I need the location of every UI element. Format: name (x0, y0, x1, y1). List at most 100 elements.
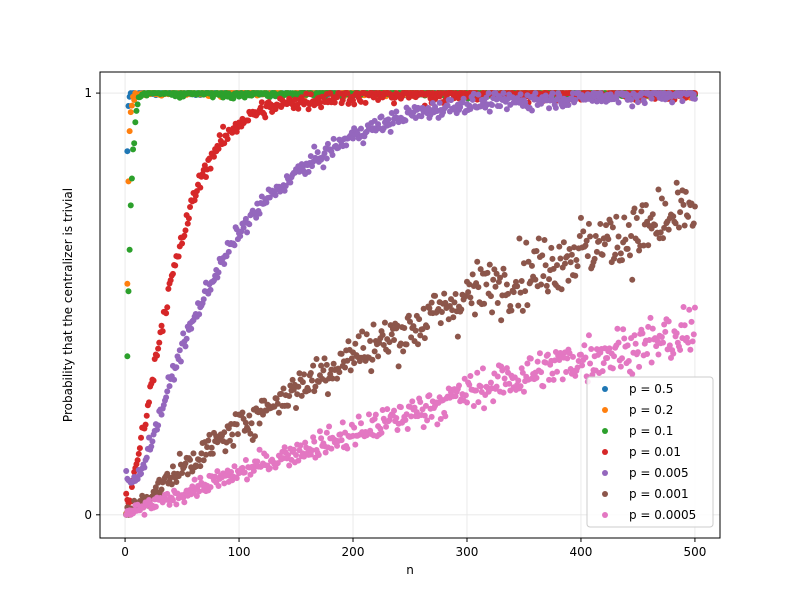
data-point (520, 388, 527, 395)
data-point (378, 429, 385, 436)
data-point (248, 420, 255, 427)
data-point (569, 353, 576, 360)
data-point (344, 90, 351, 97)
data-point (342, 364, 349, 371)
data-point (487, 293, 494, 300)
data-point (591, 255, 598, 262)
data-point (652, 222, 659, 229)
data-point (360, 140, 367, 147)
data-point (191, 476, 198, 483)
data-point (426, 305, 433, 312)
data-point (182, 343, 189, 350)
data-point (690, 331, 697, 338)
data-point (436, 99, 443, 106)
data-point (410, 323, 417, 330)
data-point (469, 96, 476, 103)
data-point (669, 99, 676, 106)
data-point (660, 339, 667, 346)
data-point (158, 411, 165, 418)
data-point (417, 398, 424, 405)
data-point (316, 99, 323, 106)
data-point (343, 142, 350, 149)
data-point (577, 351, 584, 358)
data-point (475, 284, 482, 291)
data-point (370, 321, 377, 328)
data-point (176, 450, 183, 457)
data-point (574, 263, 581, 270)
data-point (183, 335, 190, 342)
data-point (444, 102, 451, 109)
data-point (556, 92, 563, 99)
data-point (612, 251, 619, 258)
data-point (357, 125, 364, 132)
data-point (263, 453, 270, 460)
data-point (130, 146, 137, 153)
data-point (575, 357, 582, 364)
data-point (127, 109, 134, 116)
data-point (452, 291, 459, 298)
data-point (557, 255, 564, 262)
data-point (582, 354, 589, 361)
data-point (420, 424, 427, 431)
data-point (214, 274, 221, 281)
data-point (182, 460, 189, 467)
data-point (629, 371, 636, 378)
data-point (197, 184, 204, 191)
legend-label: p = 0.01 (629, 445, 681, 459)
legend-label: p = 0.0005 (629, 508, 696, 522)
x-tick-label: 200 (342, 545, 365, 559)
data-point (467, 373, 474, 380)
data-point (246, 221, 253, 228)
data-point (515, 302, 522, 309)
data-point (242, 457, 249, 463)
data-point (542, 359, 549, 366)
data-point (197, 474, 204, 481)
data-point (632, 340, 639, 347)
data-point (242, 215, 249, 222)
data-point (605, 236, 612, 243)
data-point (494, 373, 501, 380)
data-point (233, 475, 240, 482)
data-point (179, 470, 186, 477)
data-point (418, 113, 425, 120)
data-point (305, 387, 312, 394)
data-point (587, 233, 594, 240)
data-point (691, 95, 698, 102)
data-point (318, 362, 325, 369)
data-point (202, 451, 209, 458)
data-point (391, 407, 398, 414)
data-point (329, 152, 336, 159)
data-point (155, 345, 162, 352)
data-point (604, 355, 611, 362)
data-point (159, 328, 166, 335)
data-point (550, 376, 557, 383)
data-point (449, 307, 456, 314)
data-point (239, 464, 246, 471)
data-point (672, 220, 679, 227)
data-point (367, 338, 374, 345)
data-point (609, 365, 616, 372)
legend-label: p = 0.001 (629, 487, 689, 501)
data-point (266, 465, 273, 472)
data-point (573, 257, 580, 264)
data-points (123, 90, 698, 518)
data-point (657, 229, 664, 236)
data-point (599, 251, 606, 258)
data-point (622, 236, 629, 243)
data-point (351, 424, 358, 431)
data-point (661, 224, 668, 231)
data-point (546, 105, 553, 112)
data-point (344, 445, 351, 452)
x-axis-title: n (406, 563, 414, 577)
data-point (327, 90, 334, 97)
data-point (330, 360, 337, 367)
data-point (517, 289, 524, 296)
data-point (572, 372, 579, 379)
data-point (468, 300, 475, 307)
data-point (640, 242, 647, 249)
data-point (491, 266, 498, 273)
data-point (642, 202, 649, 209)
data-point (221, 140, 228, 147)
data-point (639, 330, 646, 337)
x-tick-label: 100 (228, 545, 251, 559)
